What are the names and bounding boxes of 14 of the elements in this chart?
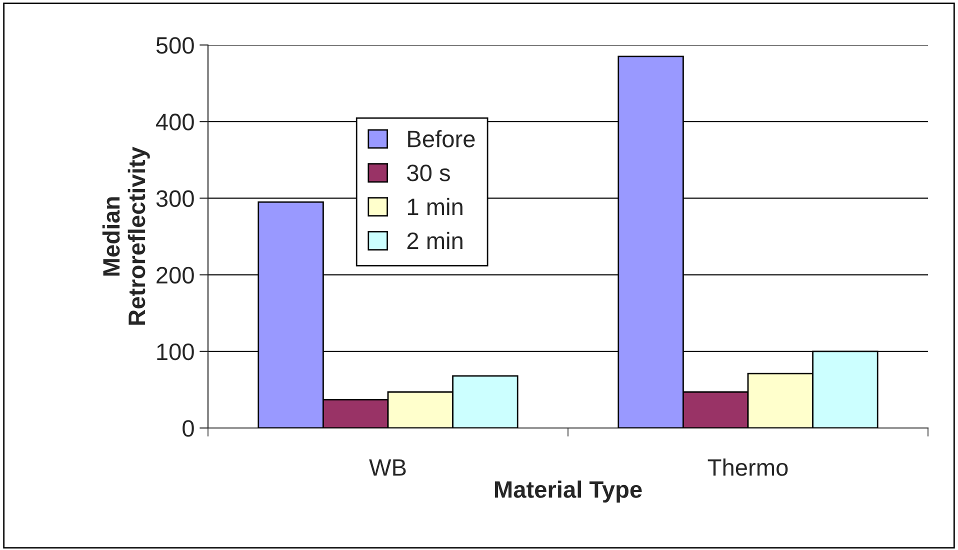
y-tick-label: 200	[156, 266, 194, 284]
legend-label: 1 min	[408, 198, 462, 216]
y-axis-title: Median Retroreflectivity	[102, 146, 150, 325]
y-tick-label: 100	[157, 343, 194, 360]
y-tick-label: 0	[182, 420, 194, 437]
x-tick-label: Thermo	[708, 458, 788, 476]
y-tick-label: 400	[156, 114, 194, 130]
x-axis-title: Material Type	[495, 480, 642, 503]
y-tick-label: 300	[156, 190, 194, 207]
legend-label: 30 s	[407, 164, 450, 182]
y-tick-label: 500	[156, 37, 194, 54]
legend-label: 2 min	[407, 232, 462, 249]
x-tick-label: WB	[369, 459, 406, 476]
legend-label: Before	[408, 130, 475, 148]
